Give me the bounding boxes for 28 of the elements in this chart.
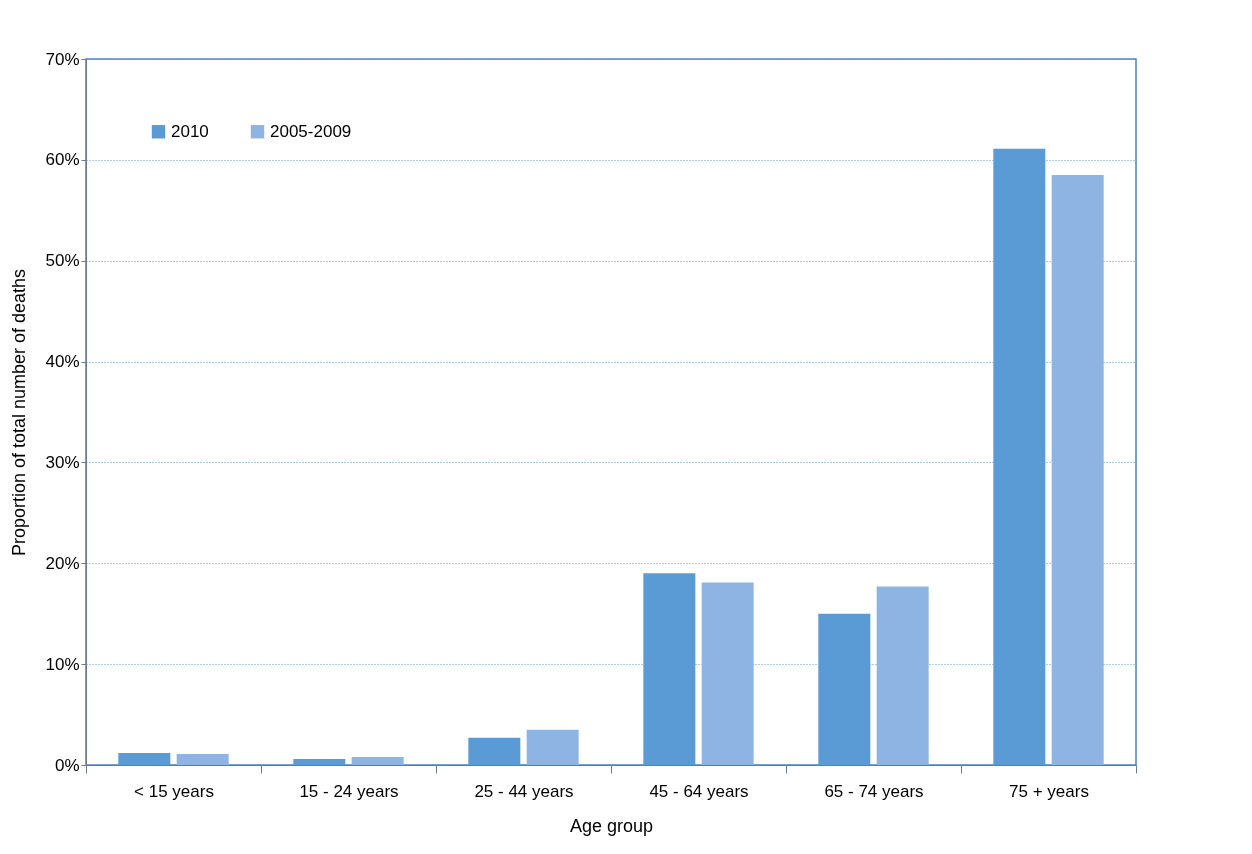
x-tick-label: 75 + years	[1009, 781, 1089, 801]
x-tick-label: 25 - 44 years	[474, 781, 574, 801]
bar	[351, 756, 404, 765]
x-tick-label: 15 - 24 years	[299, 781, 399, 801]
x-tick-label: 45 - 64 years	[649, 781, 749, 801]
x-tick-label: < 15 years	[134, 781, 214, 801]
y-tick-label: 10%	[45, 654, 80, 674]
legend-label: 2005-2009	[270, 121, 352, 141]
bar	[876, 586, 929, 765]
bar	[526, 729, 579, 765]
legend-label: 2010	[171, 121, 209, 141]
bar	[176, 753, 229, 765]
x-tick-label: 65 - 74 years	[824, 781, 924, 801]
bar	[118, 752, 171, 765]
x-axis-title: Age group	[569, 815, 654, 836]
y-tick-label: 60%	[45, 150, 80, 170]
bar	[701, 582, 754, 765]
y-tick-label: 0%	[54, 755, 80, 775]
y-tick-label: 40%	[45, 352, 80, 372]
y-tick-label: 50%	[45, 251, 80, 271]
bar	[1051, 174, 1104, 765]
y-tick-label: 20%	[45, 553, 80, 573]
bar	[293, 758, 346, 765]
y-axis-title: Proportion of total number of deaths	[9, 268, 30, 557]
bar	[993, 148, 1046, 765]
y-tick-label: 70%	[45, 49, 80, 69]
y-tick-label: 30%	[45, 452, 80, 472]
bar	[468, 737, 521, 765]
